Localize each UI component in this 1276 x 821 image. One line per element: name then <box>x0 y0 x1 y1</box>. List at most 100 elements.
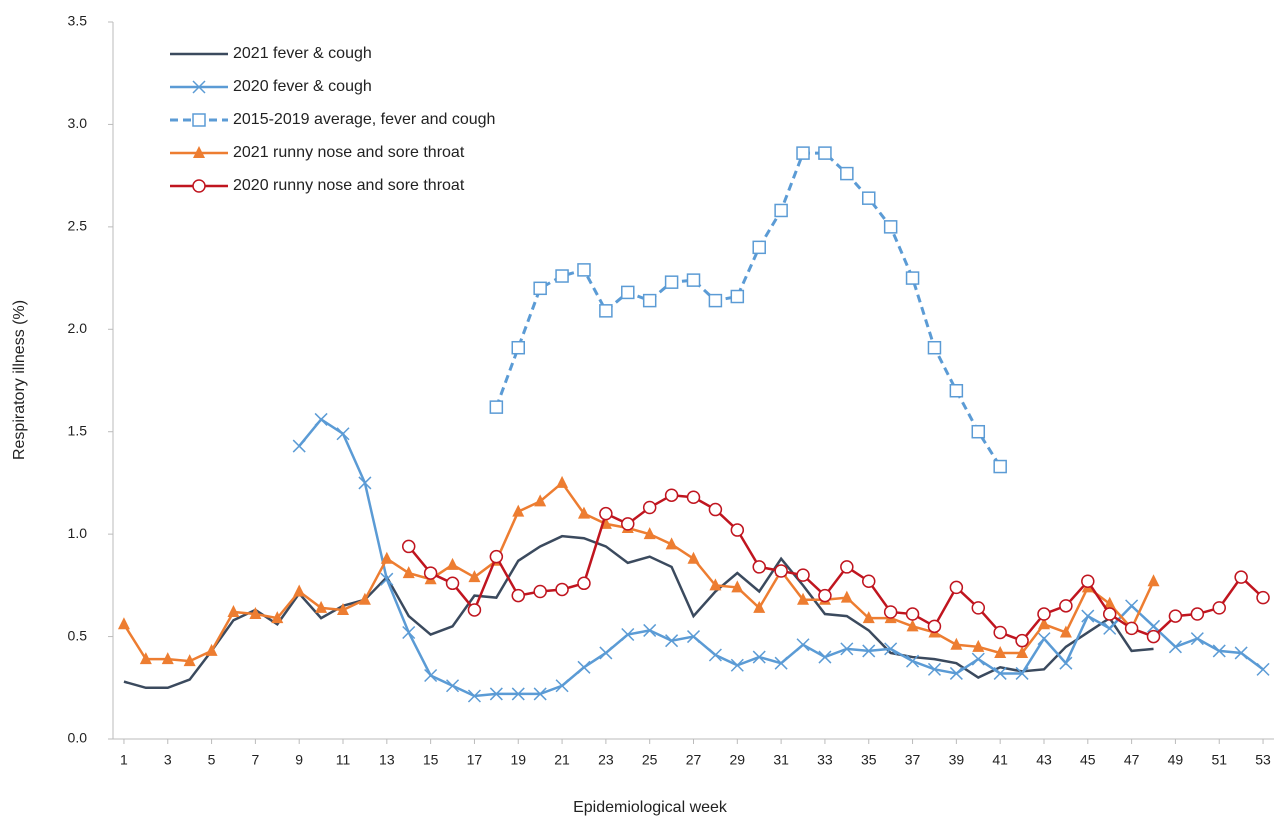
marker-triangle <box>117 617 130 630</box>
marker-triangle <box>271 611 284 624</box>
marker-x <box>1212 644 1226 658</box>
marker-x <box>555 679 569 693</box>
marker-circle <box>752 560 766 574</box>
x-tick-label: 11 <box>336 752 351 768</box>
x-tick-label: 13 <box>379 752 395 768</box>
series <box>292 412 1270 703</box>
marker-x <box>796 638 810 652</box>
x-tick-label: 9 <box>295 752 303 768</box>
marker-triangle <box>402 566 415 579</box>
marker-circle <box>1212 601 1226 615</box>
marker-square <box>555 269 569 283</box>
marker-x <box>402 625 416 640</box>
marker-x <box>1190 632 1204 646</box>
x-axis-title: Epidemiological week <box>573 799 728 816</box>
marker-triangle <box>1037 617 1050 630</box>
legend-label: 2020 fever & cough <box>233 78 372 95</box>
marker-x <box>1125 599 1139 613</box>
x-tick-label: 39 <box>949 752 965 768</box>
y-tick-label: 2.0 <box>68 320 88 336</box>
x-tick-label: 43 <box>1036 752 1052 768</box>
marker-square <box>686 273 701 287</box>
x-tick-label: 37 <box>905 752 921 768</box>
x-tick-label: 1 <box>120 752 128 768</box>
marker-circle <box>905 607 920 621</box>
marker-triangle <box>139 652 152 665</box>
x-tick-label: 7 <box>251 752 259 768</box>
x-tick-label: 45 <box>1080 752 1096 768</box>
series <box>489 146 1007 474</box>
marker-triangle <box>1059 625 1072 638</box>
marker-triangle <box>972 639 985 652</box>
marker-circle <box>1146 629 1161 644</box>
marker-triangle <box>687 551 700 564</box>
marker-square <box>642 293 657 308</box>
marker-triangle <box>468 570 481 583</box>
marker-circle <box>708 502 723 517</box>
marker-triangle <box>709 578 722 591</box>
marker-circle <box>1190 607 1205 621</box>
marker-square <box>599 304 613 318</box>
marker-x <box>774 656 788 670</box>
y-axis-title: Respiratory illness (%) <box>11 300 28 460</box>
x-tick-label: 33 <box>817 752 833 768</box>
y-tick-label: 2.5 <box>68 218 88 234</box>
marker-x <box>533 687 547 701</box>
x-tick-label: 17 <box>467 752 483 768</box>
marker-circle <box>555 582 569 597</box>
marker-circle <box>796 568 810 582</box>
marker-x <box>489 687 503 701</box>
marker-x <box>336 427 350 441</box>
x-tick-label: 19 <box>510 752 526 768</box>
series <box>401 488 1270 648</box>
marker-square <box>752 240 766 255</box>
marker-x <box>862 644 876 658</box>
marker-circle <box>949 580 964 595</box>
marker-square <box>621 285 635 300</box>
marker-circle <box>1234 570 1248 584</box>
marker-x <box>380 572 394 586</box>
marker-triangle <box>753 600 766 613</box>
marker-circle <box>533 584 547 599</box>
marker-x <box>577 660 591 674</box>
x-tick-label: 53 <box>1255 752 1271 768</box>
marker-x <box>1015 666 1029 680</box>
marker-circle <box>686 490 701 505</box>
marker-circle <box>1124 621 1139 636</box>
legend-label: 2020 runny nose and sore throat <box>233 177 465 194</box>
marker-square <box>905 271 920 285</box>
marker-x <box>292 439 306 453</box>
marker-circle <box>1015 633 1029 648</box>
marker-x <box>446 679 460 693</box>
marker-square <box>708 293 723 308</box>
marker-triangle <box>193 146 205 158</box>
marker-triangle <box>227 604 240 617</box>
marker-x <box>643 623 657 637</box>
marker-triangle <box>731 580 744 593</box>
marker-circle <box>192 179 206 193</box>
marker-triangle <box>840 590 853 603</box>
marker-x <box>358 476 372 490</box>
marker-x <box>818 650 832 664</box>
marker-triangle <box>577 506 590 519</box>
marker-square <box>577 263 591 277</box>
marker-triangle <box>249 607 262 620</box>
marker-circle <box>883 605 898 619</box>
series <box>117 475 1160 667</box>
marker-triangle <box>534 494 547 507</box>
marker-triangle <box>512 504 525 517</box>
marker-circle <box>1081 574 1095 589</box>
x-tick-label: 49 <box>1168 752 1184 768</box>
marker-circle <box>861 574 876 589</box>
x-tick-label: 29 <box>730 752 746 768</box>
marker-square <box>796 146 810 160</box>
marker-triangle <box>994 645 1007 658</box>
marker-triangle <box>1016 645 1029 658</box>
marker-square <box>774 203 788 218</box>
marker-circle <box>1102 607 1117 621</box>
marker-circle <box>642 500 657 515</box>
marker-triangle <box>183 654 196 667</box>
y-tick-label: 0.0 <box>68 730 88 746</box>
marker-triangle <box>906 619 919 632</box>
marker-circle <box>971 601 986 615</box>
